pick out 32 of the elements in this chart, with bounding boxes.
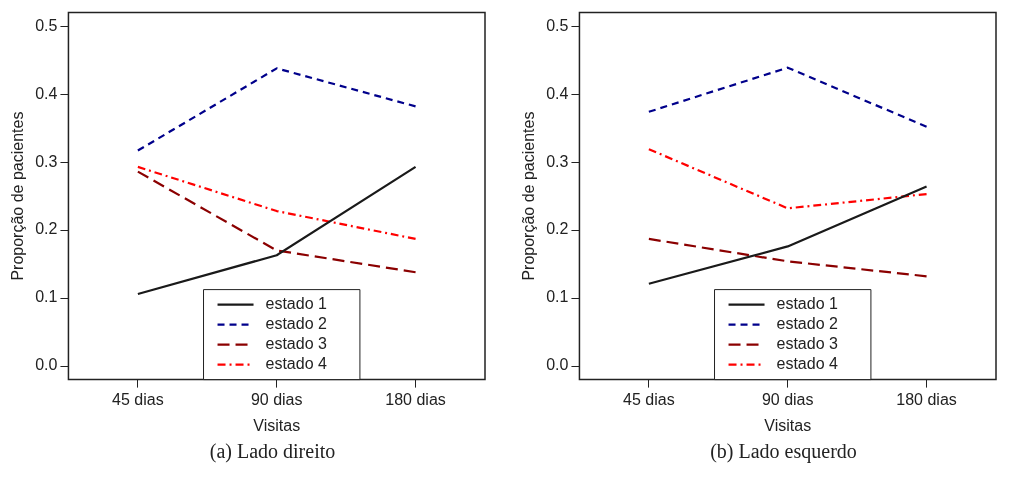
legend-label: estado 1 (265, 295, 328, 313)
y-tick-label: 0.0 (35, 356, 58, 374)
legend-label: estado 2 (265, 315, 328, 333)
y-tick-label: 0.5 (35, 16, 58, 34)
y-tick-label: 0.4 (35, 84, 58, 102)
x-tick-label: 180 dias (385, 390, 446, 408)
legend-label: estado 3 (265, 335, 328, 353)
y-axis-title: Proporção de pacientes (520, 111, 538, 281)
x-tick-label: 45 dias (623, 390, 675, 408)
x-axis-title: Visitas (253, 416, 301, 434)
y-tick-label: 0.2 (35, 220, 58, 238)
x-tick-label: 45 dias (112, 390, 164, 408)
legend-label: estado 3 (776, 335, 839, 353)
y-tick-label: 0.2 (546, 220, 569, 238)
y-tick-label: 0.5 (546, 16, 569, 34)
y-tick-label: 0.0 (546, 356, 569, 374)
x-tick-label: 90 dias (250, 390, 303, 408)
text: (a) Lado direito (208, 440, 337, 463)
y-tick-label: 0.3 (35, 152, 58, 170)
legend-label: estado 4 (265, 355, 328, 373)
legend-label: estado 4 (776, 355, 839, 373)
text: (b) Lado esquerdo (709, 440, 858, 463)
legend-label: estado 2 (776, 315, 839, 333)
x-tick-label: 90 dias (761, 390, 814, 408)
legend-label: estado 1 (776, 295, 839, 313)
y-tick-label: 0.4 (546, 84, 569, 102)
y-tick-label: 0.1 (546, 288, 569, 306)
x-tick-label: 180 dias (896, 390, 957, 408)
y-axis-title: Proporção de pacientes (9, 111, 27, 281)
y-tick-label: 0.1 (35, 288, 58, 306)
y-tick-label: 0.3 (546, 152, 569, 170)
x-axis-title: Visitas (764, 416, 812, 434)
